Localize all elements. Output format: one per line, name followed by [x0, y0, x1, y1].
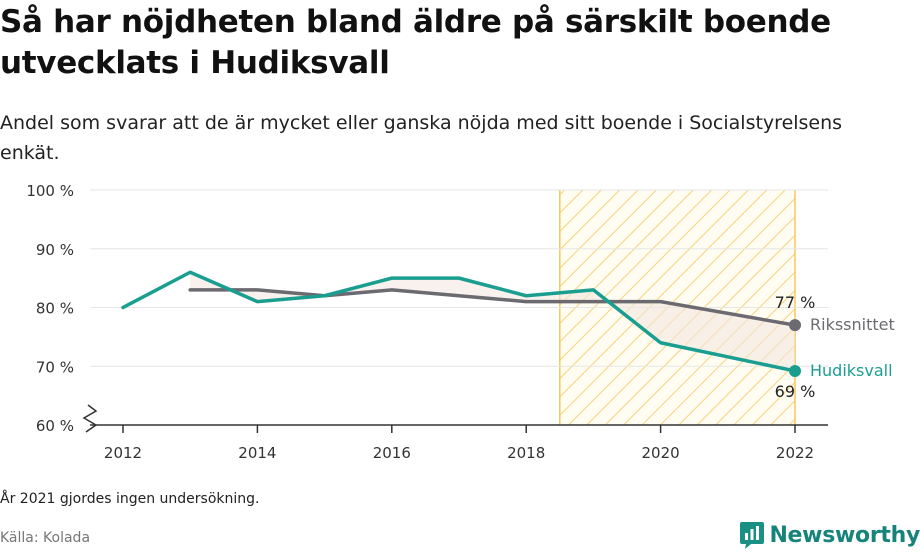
- chart-title: Så har nöjdheten bland äldre på särskilt…: [0, 4, 831, 81]
- y-tick-label: 100 %: [26, 182, 74, 200]
- source-text: Källa: Kolada: [0, 530, 91, 546]
- x-tick-label: 2018: [507, 444, 545, 462]
- difference-band: [190, 272, 795, 371]
- series-line-hudiksvall: [121, 270, 797, 373]
- series-name-label: Hudiksvall: [810, 361, 893, 380]
- x-tick-label: 2020: [642, 444, 680, 462]
- end-value-label: 69 %: [775, 382, 816, 401]
- end-point-hudiksvall: [789, 364, 801, 377]
- y-tick-label: 90 %: [36, 241, 74, 259]
- brand-name: Newsworthy: [769, 522, 920, 548]
- footnote: År 2021 gjordes ingen undersökning.: [0, 491, 260, 507]
- chart-subtitle: Andel som svarar att de är mycket eller …: [0, 112, 843, 164]
- x-tick-label: 2012: [104, 444, 142, 462]
- end-value-label: 77 %: [775, 293, 816, 312]
- x-tick-label: 2022: [776, 444, 814, 462]
- y-tick-label: 70 %: [36, 358, 74, 376]
- series-line-rikssnittet: [188, 288, 797, 327]
- x-tick-label: 2014: [238, 444, 276, 462]
- axis-break-icon: [82, 404, 98, 433]
- end-point-rikssnittet: [789, 319, 801, 332]
- newsworthy-logo-icon: [740, 522, 765, 549]
- y-tick-label: 80 %: [36, 300, 74, 318]
- series-name-label: Rikssnittet: [810, 315, 895, 334]
- y-tick-label: 60 %: [36, 417, 74, 435]
- brand-logo: Newsworthy: [739, 518, 920, 552]
- x-tick-label: 2016: [373, 444, 411, 462]
